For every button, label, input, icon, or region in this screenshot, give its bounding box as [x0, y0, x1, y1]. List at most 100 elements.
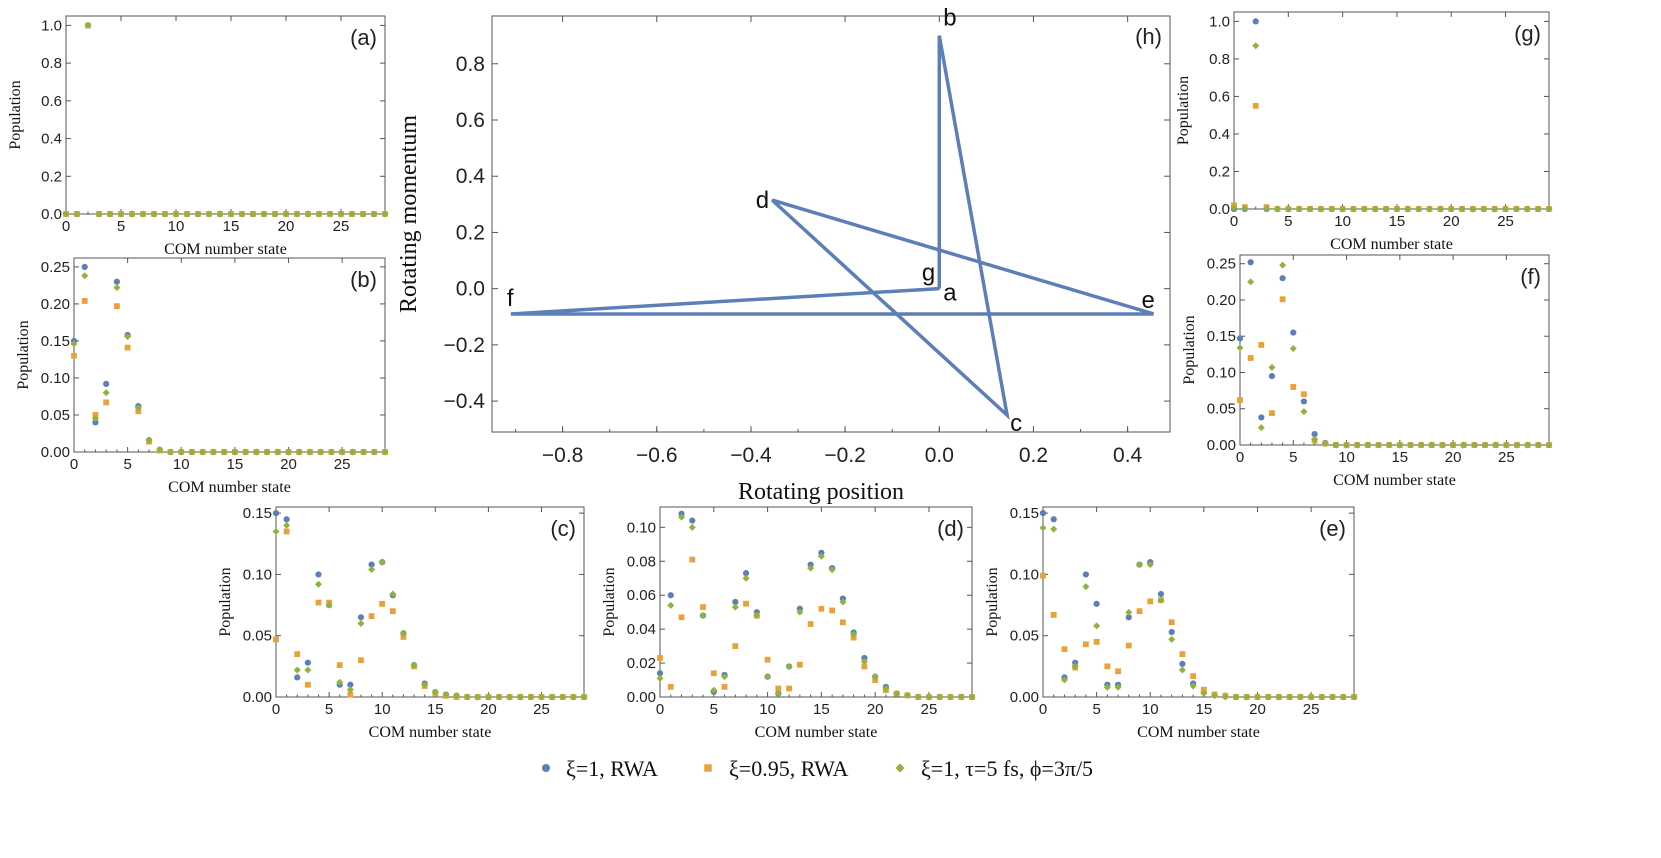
data-point-s3	[1284, 205, 1292, 213]
data-point-s3	[271, 210, 279, 218]
plot-frame	[73, 257, 386, 453]
data-point-s2	[1125, 642, 1132, 649]
y-tick-label: 0.10	[243, 566, 272, 583]
data-point-s3	[304, 666, 312, 674]
x-tick-label: 0	[1236, 449, 1244, 466]
data-point-s3	[1082, 583, 1090, 591]
y-tick-label: 0.2	[1209, 163, 1230, 180]
data-point-s3	[1289, 345, 1297, 353]
data-point-s3	[925, 693, 933, 701]
data-point-s3	[1317, 205, 1325, 213]
data-point-s3	[774, 690, 782, 698]
data-point-s2	[786, 685, 793, 692]
data-point-s3	[209, 448, 217, 456]
y-tick-label: 0.05	[41, 407, 70, 424]
data-point-s1	[1082, 571, 1089, 578]
y-tick-label: 0.04	[627, 621, 656, 638]
panel-e: 0 5 10 15 20 25 0.00 0.05 0.10 0.15 COM number sta…	[984, 505, 1358, 741]
x-tick-label: 0	[62, 218, 70, 235]
series-s3	[62, 21, 389, 218]
data-point-s3	[216, 210, 224, 218]
data-point-s3	[903, 691, 911, 699]
data-point-s3	[559, 693, 567, 701]
legend-item-s2: ξ=0.95, RWA	[704, 756, 849, 781]
data-point-s2	[700, 604, 706, 610]
data-point-s3	[721, 673, 729, 681]
legend-marker-s2	[704, 764, 712, 772]
data-point-s3	[161, 210, 169, 218]
data-point-s3	[124, 332, 132, 340]
data-point-s3	[1491, 205, 1499, 213]
series-s2	[63, 22, 388, 217]
y-tick-label: 0.8	[456, 53, 485, 76]
plot-frame	[659, 506, 973, 698]
y-tick-label: −0.4	[444, 390, 486, 413]
point-label-g: g	[922, 260, 935, 287]
panel-h: −0.8 −0.6 −0.4 −0.2 0.0 0.2 0.4 −0.4 −0.2 0.0 0.2 0…	[396, 5, 1171, 505]
data-point-s3	[1353, 441, 1361, 449]
data-point-s3	[495, 693, 503, 701]
data-point-s2	[1082, 641, 1089, 648]
x-tick-label: 25	[334, 456, 351, 473]
series-s3	[1230, 42, 1553, 213]
data-point-s2	[124, 344, 131, 351]
data-point-s3	[764, 673, 772, 681]
data-point-s3	[1545, 205, 1553, 213]
data-point-s3	[688, 523, 696, 531]
data-point-s3	[1268, 363, 1276, 371]
data-point-s3	[199, 448, 207, 456]
data-point-s3	[1178, 666, 1186, 674]
x-tick-label: 25	[1303, 701, 1320, 718]
data-point-s3	[282, 210, 290, 218]
data-point-s2	[657, 655, 663, 661]
data-point-s3	[370, 210, 378, 218]
data-point-s3	[1339, 205, 1347, 213]
data-point-s3	[484, 693, 492, 701]
data-point-s3	[1232, 693, 1240, 701]
y-tick-label: 0.06	[627, 587, 656, 604]
data-point-s3	[113, 284, 121, 292]
data-point-s3	[817, 552, 825, 560]
panel-f: 0 5 10 15 20 25 0.00 0.05 0.10 0.15 0.20 0.25 COM nu…	[1181, 254, 1553, 489]
panel-b: 0 5 10 15 20 25 0.00 0.05 0.10 0.15 0.20 0.25 COM nu…	[15, 257, 389, 496]
data-point-s1	[304, 659, 311, 666]
x-tick-label: 5	[710, 701, 718, 718]
data-point-s3	[360, 448, 368, 456]
series-s1	[62, 22, 389, 218]
data-point-s3	[1360, 205, 1368, 213]
data-point-s3	[242, 448, 250, 456]
data-point-s3	[1534, 205, 1542, 213]
data-point-s2	[1252, 102, 1259, 109]
x-tick-label: 15	[427, 701, 444, 718]
data-point-s3	[1426, 205, 1434, 213]
panel-a: 0 5 10 15 20 25 0.0 0.2 0.4 0.6 0.8 1.0 COM number s…	[7, 15, 389, 258]
data-point-s3	[1396, 441, 1404, 449]
data-point-s3	[1328, 205, 1336, 213]
y-tick-label: 0.6	[41, 93, 62, 110]
data-point-s3	[796, 608, 804, 616]
data-point-s1	[113, 278, 120, 285]
series-s2	[1040, 572, 1357, 700]
series-s3	[1236, 261, 1553, 449]
data-point-s3	[1103, 683, 1111, 691]
data-point-s1	[357, 614, 365, 621]
data-point-s2	[1237, 397, 1243, 403]
series-s3	[272, 521, 588, 701]
plot-frame	[65, 15, 386, 215]
data-point-s3	[667, 601, 675, 609]
data-point-s3	[293, 210, 301, 218]
y-tick-label: 0.10	[41, 370, 70, 387]
data-point-s3	[710, 686, 718, 694]
data-point-s3	[1428, 441, 1436, 449]
data-point-s2	[1179, 651, 1186, 657]
data-point-s1	[1311, 431, 1318, 438]
data-point-s1	[92, 419, 99, 426]
y-tick-label: 0.8	[1209, 51, 1230, 68]
data-point-s3	[91, 415, 99, 423]
y-tick-label: 0.0	[456, 278, 485, 301]
data-point-s3	[389, 590, 397, 598]
data-point-s3	[381, 210, 389, 218]
data-point-s1	[1236, 335, 1244, 342]
data-point-s3	[263, 448, 271, 456]
data-point-s3	[1279, 261, 1287, 269]
